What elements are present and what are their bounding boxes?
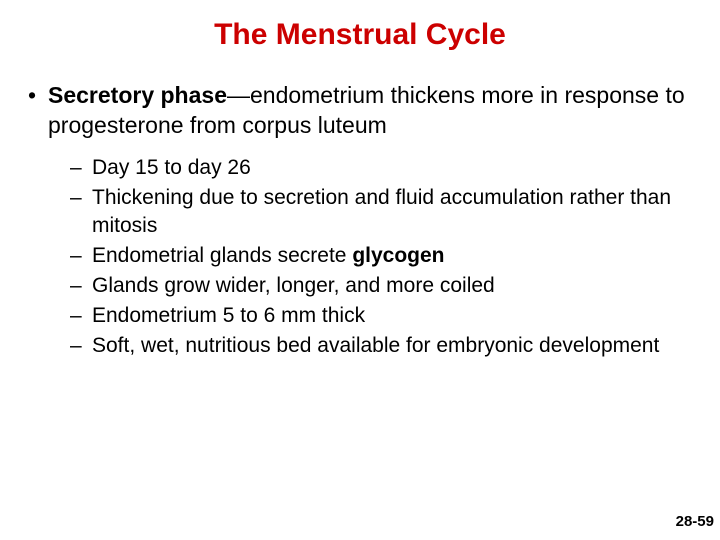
main-point: Secretory phase—endometrium thickens mor… xyxy=(24,80,696,140)
list-item: Glands grow wider, longer, and more coil… xyxy=(70,272,696,300)
bullet-level-1: Secretory phase—endometrium thickens mor… xyxy=(24,80,696,140)
main-point-bold: Secretory phase xyxy=(48,82,227,108)
list-item: Endometrium 5 to 6 mm thick xyxy=(70,302,696,330)
sub-text: Endometrium 5 to 6 mm thick xyxy=(92,304,365,327)
slide-title: The Menstrual Cycle xyxy=(24,18,696,52)
sub-pre: Endometrial glands secrete xyxy=(92,244,352,267)
sub-bold: glycogen xyxy=(352,244,444,267)
page-number: 28-59 xyxy=(676,513,714,530)
list-item: Day 15 to day 26 xyxy=(70,154,696,182)
sub-text: Soft, wet, nutritious bed available for … xyxy=(92,334,659,357)
list-item: Endometrial glands secrete glycogen xyxy=(70,242,696,270)
slide: The Menstrual Cycle Secretory phase—endo… xyxy=(0,0,720,540)
list-item: Thickening due to secretion and fluid ac… xyxy=(70,184,696,240)
sub-text: Glands grow wider, longer, and more coil… xyxy=(92,274,495,297)
sub-text: Day 15 to day 26 xyxy=(92,156,251,179)
list-item: Soft, wet, nutritious bed available for … xyxy=(70,332,696,360)
sub-text: Thickening due to secretion and fluid ac… xyxy=(92,186,671,237)
bullet-level-2: Day 15 to day 26 Thickening due to secre… xyxy=(24,154,696,360)
